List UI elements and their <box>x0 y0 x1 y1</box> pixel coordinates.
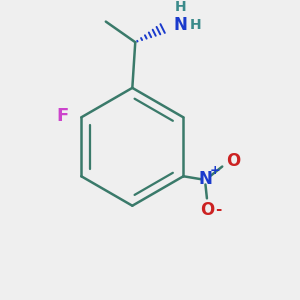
Text: +: + <box>210 164 220 178</box>
Text: H: H <box>175 0 187 14</box>
Text: N: N <box>199 170 212 188</box>
Text: N: N <box>174 16 188 34</box>
Text: O: O <box>200 201 214 219</box>
Text: H: H <box>189 17 201 32</box>
Text: O: O <box>226 152 240 169</box>
Text: F: F <box>56 107 68 125</box>
Text: -: - <box>215 202 221 217</box>
